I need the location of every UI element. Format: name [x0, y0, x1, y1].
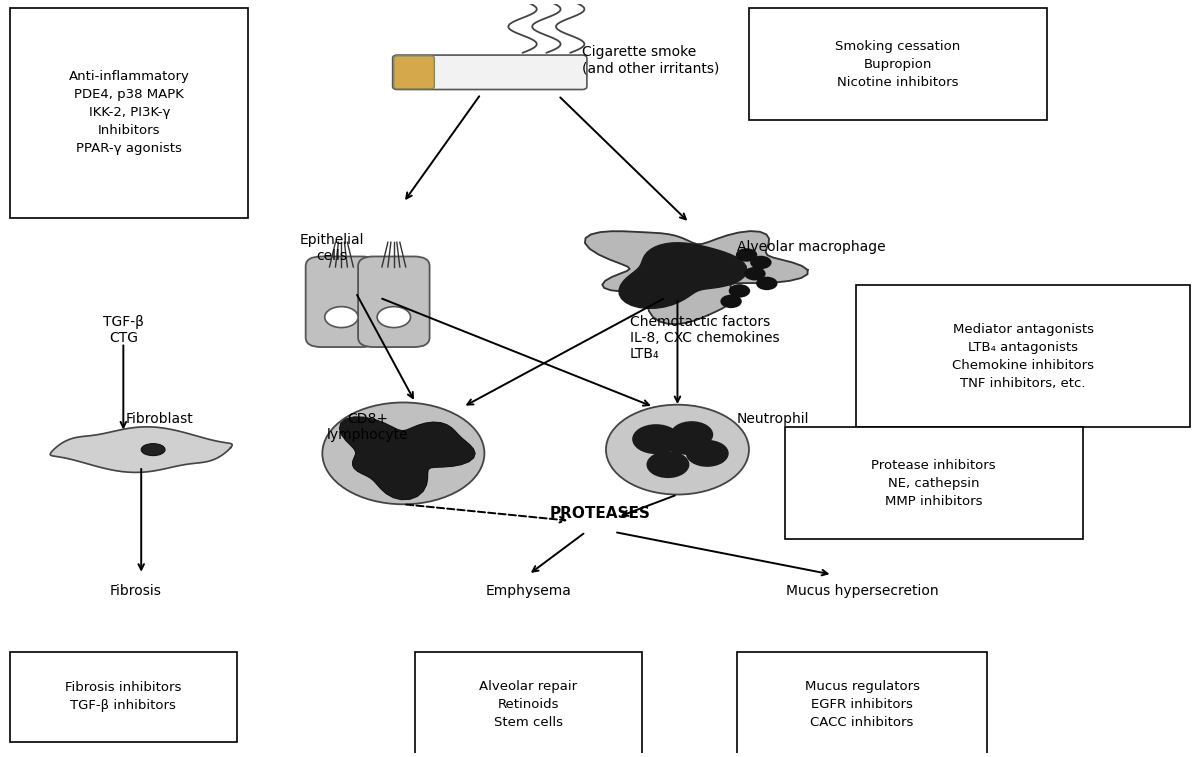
- FancyBboxPatch shape: [857, 285, 1190, 427]
- Text: Fibroblast: Fibroblast: [125, 413, 193, 426]
- FancyBboxPatch shape: [358, 257, 430, 347]
- FancyBboxPatch shape: [737, 652, 988, 756]
- FancyBboxPatch shape: [10, 652, 236, 742]
- Circle shape: [606, 405, 749, 494]
- Circle shape: [671, 421, 713, 448]
- Circle shape: [744, 267, 766, 280]
- Polygon shape: [340, 417, 475, 500]
- Circle shape: [323, 403, 485, 504]
- Polygon shape: [619, 243, 746, 308]
- Polygon shape: [584, 231, 808, 324]
- Text: PROTEASES: PROTEASES: [550, 506, 650, 521]
- FancyBboxPatch shape: [749, 8, 1046, 120]
- Text: Protease inhibitors
NE, cathepsin
MMP inhibitors: Protease inhibitors NE, cathepsin MMP in…: [871, 459, 996, 508]
- Text: CD8+
lymphocyte: CD8+ lymphocyte: [326, 413, 408, 442]
- Text: Emphysema: Emphysema: [486, 584, 571, 598]
- Text: Alveolar repair
Retinoids
Stem cells: Alveolar repair Retinoids Stem cells: [480, 680, 577, 729]
- Text: Alveolar macrophage: Alveolar macrophage: [737, 240, 886, 254]
- Text: Cigarette smoke
(and other irritants): Cigarette smoke (and other irritants): [582, 45, 720, 76]
- Text: Epithelial
cells: Epithelial cells: [300, 232, 364, 263]
- Polygon shape: [50, 427, 232, 472]
- FancyBboxPatch shape: [306, 257, 377, 347]
- Text: Fibrosis inhibitors
TGF-β inhibitors: Fibrosis inhibitors TGF-β inhibitors: [65, 681, 181, 712]
- Text: Mediator antagonists
LTB₄ antagonists
Chemokine inhibitors
TNF inhibitors, etc.: Mediator antagonists LTB₄ antagonists Ch…: [952, 322, 1094, 390]
- Circle shape: [756, 276, 778, 290]
- FancyBboxPatch shape: [10, 8, 248, 217]
- Text: Chemotactic factors
IL-8, CXC chemokines
LTB₄: Chemotactic factors IL-8, CXC chemokines…: [630, 315, 780, 361]
- Circle shape: [647, 451, 689, 478]
- Circle shape: [720, 294, 742, 308]
- Text: Anti-inflammatory
PDE4, p38 MAPK
IKK-2, PI3K-γ
Inhibitors
PPAR-γ agonists: Anti-inflammatory PDE4, p38 MAPK IKK-2, …: [68, 70, 190, 155]
- Text: TGF-β
CTG: TGF-β CTG: [103, 315, 144, 345]
- FancyBboxPatch shape: [392, 55, 587, 89]
- Circle shape: [728, 284, 750, 298]
- Ellipse shape: [142, 444, 166, 456]
- FancyBboxPatch shape: [415, 652, 642, 756]
- Text: Fibrosis: Fibrosis: [109, 584, 161, 598]
- Circle shape: [685, 440, 728, 467]
- FancyBboxPatch shape: [394, 56, 434, 89]
- Circle shape: [750, 256, 772, 269]
- Text: Smoking cessation
Bupropion
Nicotine inhibitors: Smoking cessation Bupropion Nicotine inh…: [835, 39, 960, 89]
- Text: Mucus regulators
EGFR inhibitors
CACC inhibitors: Mucus regulators EGFR inhibitors CACC in…: [805, 680, 919, 729]
- Text: Neutrophil: Neutrophil: [737, 413, 810, 426]
- Circle shape: [325, 307, 358, 328]
- Circle shape: [632, 424, 680, 454]
- Circle shape: [377, 307, 410, 328]
- FancyBboxPatch shape: [785, 427, 1082, 540]
- Circle shape: [736, 248, 757, 262]
- Text: Mucus hypersecretion: Mucus hypersecretion: [786, 584, 938, 598]
